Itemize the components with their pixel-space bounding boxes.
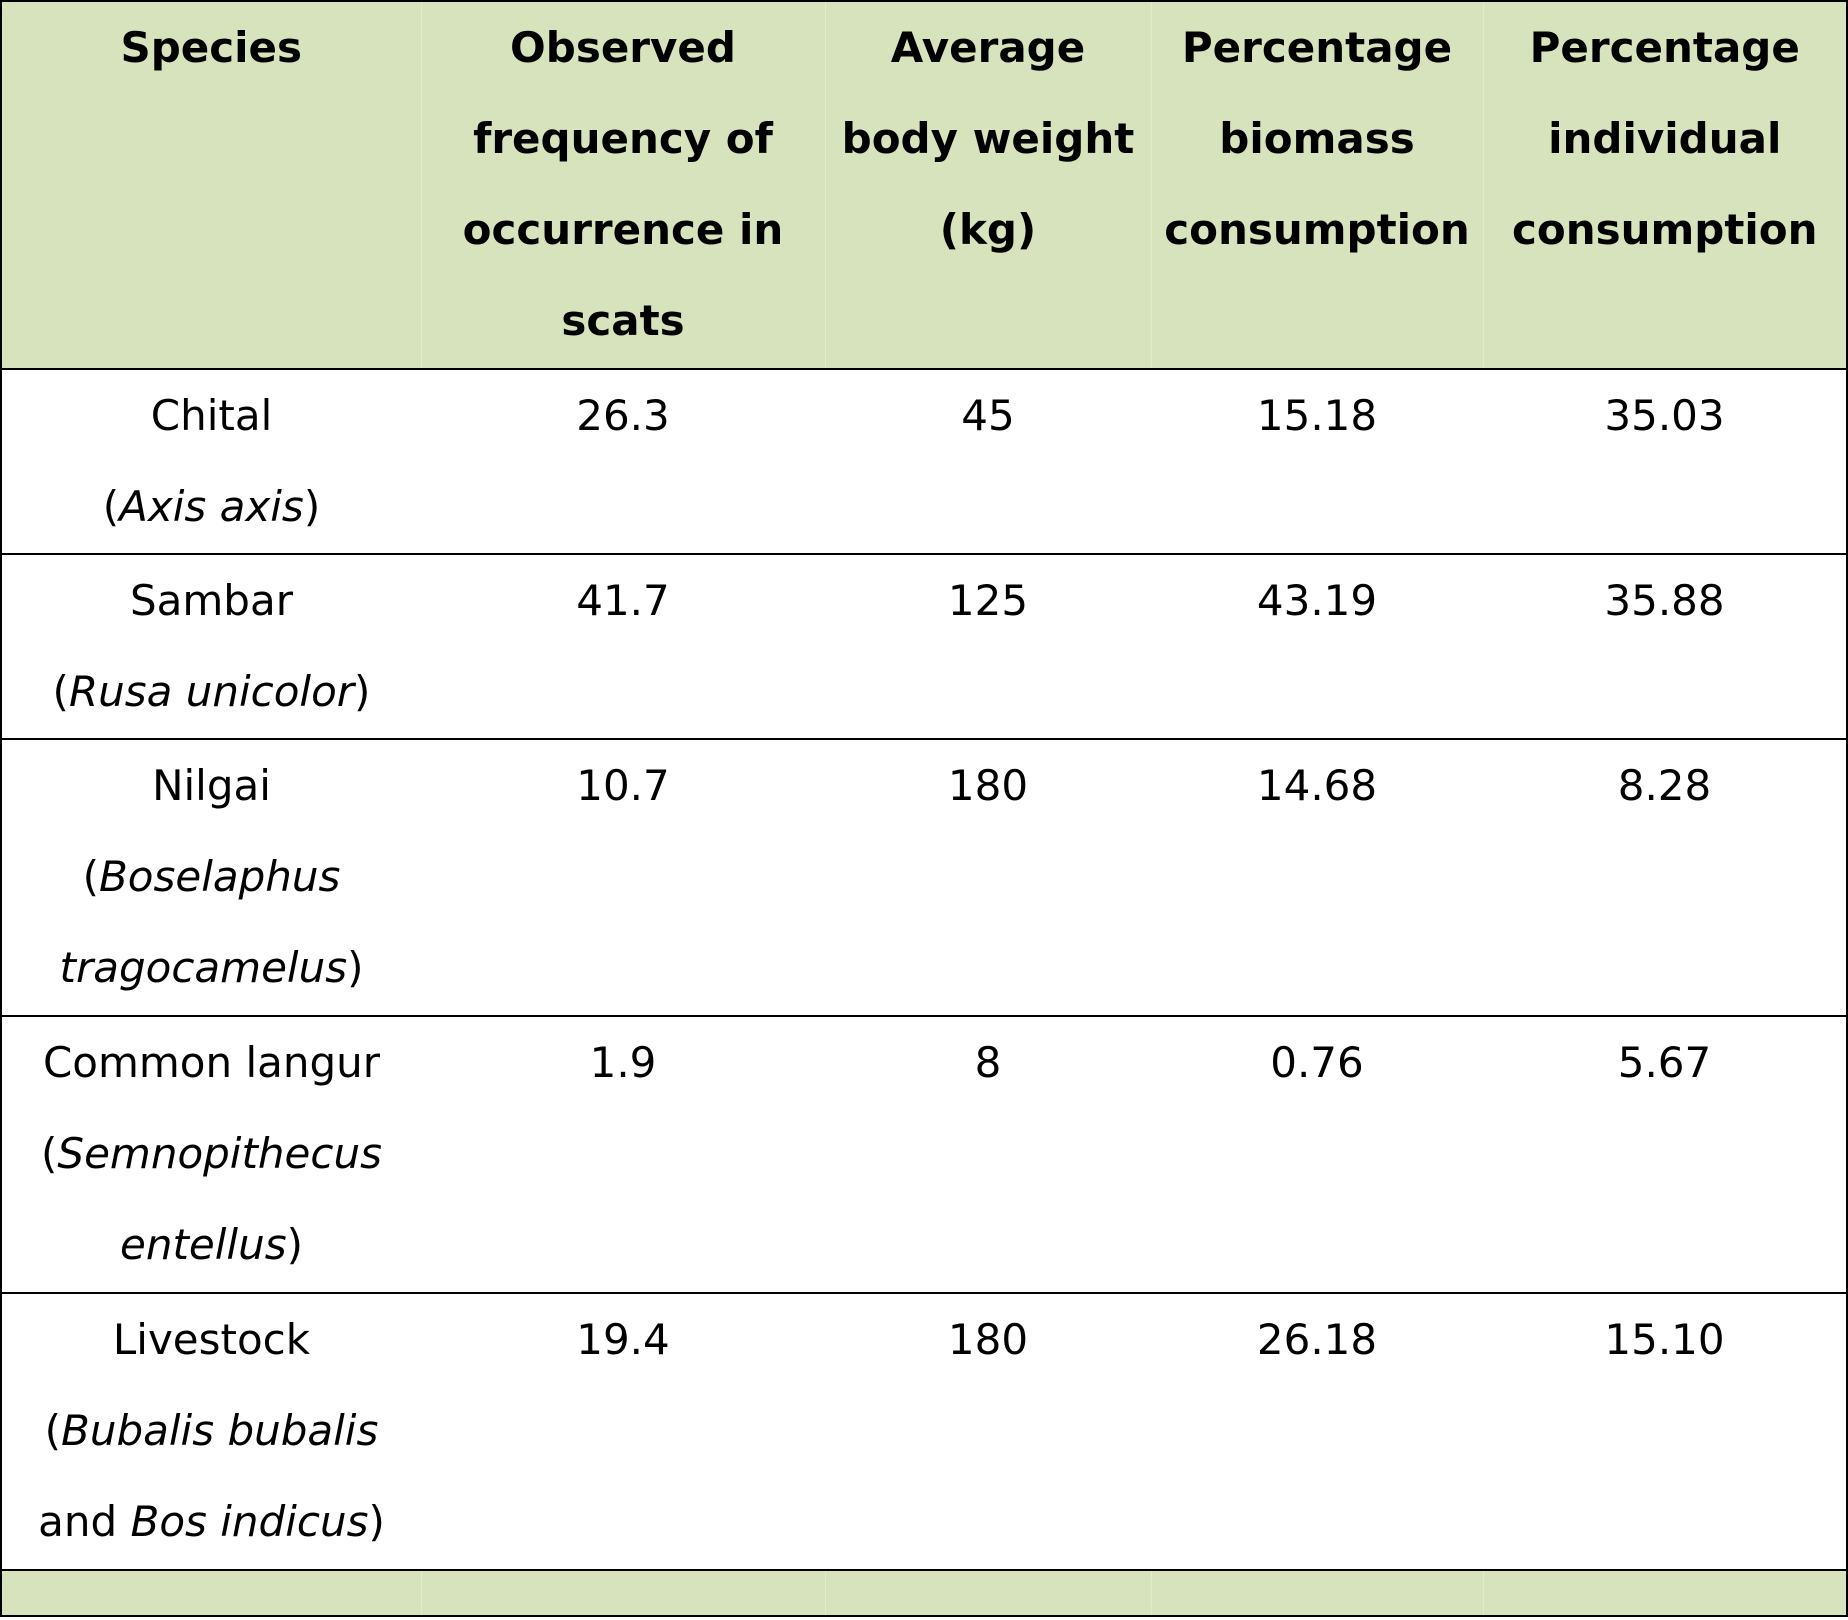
- individual-cell: 5.67: [1483, 1016, 1847, 1294]
- footer-cell: [1482, 1570, 1847, 1616]
- frequency-cell: 41.7: [421, 554, 825, 740]
- scientific-name: (Semnopithecus entellus): [41, 1129, 382, 1269]
- footer-cell: [420, 1570, 825, 1616]
- scientific-name: (Axis axis): [102, 482, 321, 531]
- common-name: Chital: [150, 391, 273, 440]
- weight-cell: 125: [825, 554, 1151, 740]
- frequency-cell: 26.3: [421, 369, 825, 555]
- table-row: Sambar (Rusa unicolor) 41.7 125 43.19 35…: [1, 554, 1847, 740]
- table-row: Nilgai (Boselaphus tragocamelus) 10.7 18…: [1, 739, 1847, 1017]
- biomass-cell: 15.18: [1151, 369, 1483, 555]
- frequency-cell: 10.7: [421, 739, 825, 1017]
- table-footer-row: [1, 1570, 1847, 1616]
- species-cell: Livestock (Bubalis bubalis and Bos indic…: [1, 1293, 421, 1571]
- weight-cell: 45: [825, 369, 1151, 555]
- individual-cell: 35.03: [1483, 369, 1847, 555]
- common-name: Livestock: [112, 1315, 311, 1364]
- weight-cell: 8: [825, 1016, 1151, 1294]
- footer-cell: [1, 1570, 421, 1616]
- table-header: Species Observed frequency of occurrence…: [1, 1, 1847, 370]
- biomass-cell: 14.68: [1151, 739, 1483, 1017]
- common-name: Common langur: [42, 1038, 381, 1087]
- biomass-cell: 0.76: [1151, 1016, 1483, 1294]
- table-row: Common langur (Semnopithecus entellus) 1…: [1, 1016, 1847, 1294]
- species-cell: Nilgai (Boselaphus tragocamelus): [1, 739, 421, 1017]
- header-species: Species: [1, 1, 421, 370]
- biomass-cell: 43.19: [1151, 554, 1483, 740]
- species-cell: Sambar (Rusa unicolor): [1, 554, 421, 740]
- table-row: Livestock (Bubalis bubalis and Bos indic…: [1, 1293, 1847, 1571]
- table-body: Chital (Axis axis) 26.3 45 15.18 35.03 S…: [1, 369, 1847, 1616]
- individual-cell: 8.28: [1483, 739, 1847, 1017]
- footer-cell: [1150, 1570, 1483, 1616]
- frequency-cell: 1.9: [421, 1016, 825, 1294]
- header-individual: Percentage individual consumption: [1482, 1, 1847, 370]
- header-biomass: Percentage biomass consumption: [1150, 1, 1483, 370]
- common-name: Sambar: [130, 576, 293, 625]
- scientific-name: (Bubalis bubalis and Bos indicus): [38, 1406, 385, 1546]
- species-cell: Common langur (Semnopithecus entellus): [1, 1016, 421, 1294]
- weight-cell: 180: [825, 1293, 1151, 1571]
- scientific-name: (Rusa unicolor): [52, 667, 371, 716]
- table-row: Chital (Axis axis) 26.3 45 15.18 35.03: [1, 369, 1847, 555]
- frequency-cell: 19.4: [421, 1293, 825, 1571]
- species-cell: Chital (Axis axis): [1, 369, 421, 555]
- biomass-cell: 26.18: [1151, 1293, 1483, 1571]
- weight-cell: 180: [825, 739, 1151, 1017]
- scientific-name: (Boselaphus tragocamelus): [59, 852, 364, 992]
- header-row: Species Observed frequency of occurrence…: [1, 1, 1847, 370]
- individual-cell: 35.88: [1483, 554, 1847, 740]
- footer-cell: [824, 1570, 1151, 1616]
- header-frequency: Observed frequency of occurrence in scat…: [420, 1, 825, 370]
- individual-cell: 15.10: [1483, 1293, 1847, 1571]
- header-body-weight: Average body weight (kg): [824, 1, 1151, 370]
- common-name: Nilgai: [152, 761, 271, 810]
